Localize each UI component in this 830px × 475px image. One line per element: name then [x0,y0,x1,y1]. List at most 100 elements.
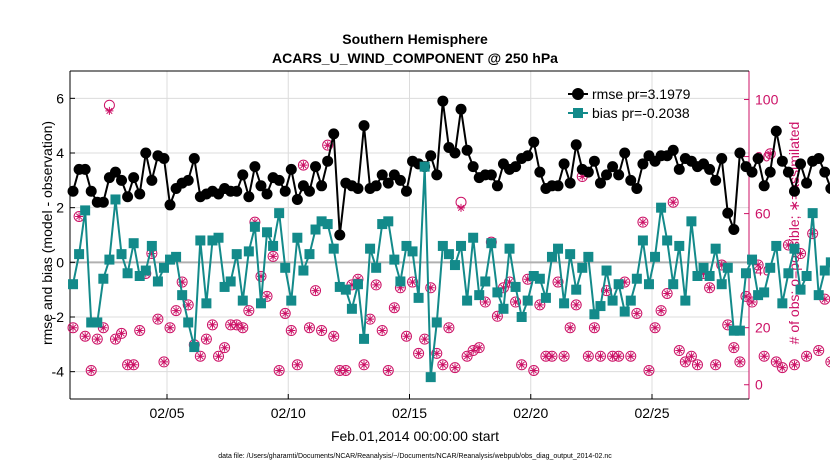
bias-point [692,271,703,281]
rmse-point [243,191,255,203]
obs-assimilated-point [651,323,659,332]
rmse-point [67,185,79,197]
obs-possible-point [116,327,128,339]
rmse-point [303,185,315,197]
bias-point [316,216,327,227]
obs-possible-point [770,356,782,368]
bias-point [352,279,363,290]
rmse-point [734,147,746,159]
bias-point [813,290,824,301]
obs-possible-point [643,364,655,376]
rmse-point [716,152,728,164]
obs-possible-point [667,196,679,208]
rmse-point [394,174,406,186]
bias-point [280,262,291,273]
obs-assimilated-point [760,352,769,361]
obs-assimilated-point [220,343,229,352]
obs-possible-point [219,342,231,354]
bias-point [437,240,448,251]
obs-possible-point [691,359,703,371]
bias-point [765,262,776,273]
obs-possible-point [310,285,322,297]
bias-point [104,254,115,265]
obs-assimilated-point [323,141,332,150]
obs-assimilated-point [475,343,484,352]
obs-assimilated-point [275,366,284,375]
obs-assimilated-point [699,269,708,278]
obs-possible-point [170,305,182,317]
bias-point [298,265,309,276]
bias-point [789,243,800,254]
bias-point [565,249,576,260]
obs-assimilated-point [244,306,253,315]
bias-point [383,216,394,227]
bias-point [207,235,218,246]
obs-possible-point [528,364,540,376]
bias-point [322,219,333,230]
obs-assimilated-point [232,320,241,329]
bias-point [668,279,679,290]
bias-point [225,276,236,287]
bias-point [92,317,103,328]
bias-point [498,303,509,314]
rmse-point [461,144,473,156]
bias-point [734,325,745,336]
obs-assimilated-point [457,203,465,212]
bias-point [249,221,260,232]
rmse-point [140,147,152,159]
obs-possible-point [182,299,194,311]
bias-point [425,372,436,383]
obs-possible-point [758,350,770,362]
obs-assimilated-point [735,357,744,366]
rmse-point [528,136,540,148]
obs-possible-point [328,330,340,342]
rmse-point [613,169,625,181]
obs-assimilated-point [341,366,350,375]
rmse-point [619,147,631,159]
rmse-point [370,180,382,192]
bias-point [601,265,612,276]
obs-assimilated-point [729,343,738,352]
bias-point [534,273,545,284]
obs-possible-point [152,313,164,325]
bias-point [134,271,145,281]
obs-assimilated-point [602,286,611,295]
obs-assimilated-point [105,106,114,115]
y-axis-label-left: rmse and bias (model - observation) [39,121,55,345]
bias-point [365,243,376,254]
obs-assimilated-point [69,323,77,332]
obs-assimilated-point [172,306,181,315]
rmse-point [134,188,146,200]
obs-possible-point [413,347,425,359]
obs-assimilated-point [293,360,302,369]
y-axis-label-right: # of obs: o=possible; ∗=assimilated [786,122,802,345]
obs-possible-point [297,159,309,171]
bias-point [656,202,667,213]
legend-bias-marker [573,108,583,118]
obs-possible-point [243,305,255,317]
rmse-point [237,169,249,181]
obs-possible-point [594,350,606,362]
bias-point [589,309,600,320]
obs-assimilated-point [360,360,368,369]
rmse-point [782,166,794,178]
bias-point [292,232,303,243]
obs-possible-point [807,228,819,240]
x-tick-label: 02/20 [513,405,548,421]
obs-possible-point [431,347,443,359]
obs-assimilated-point [814,346,823,355]
bias-point [116,249,127,260]
bias-point [801,271,812,281]
bias-point [80,205,91,216]
rmse-point [625,174,637,186]
bias-point [674,240,685,251]
bias-point [819,265,830,276]
obs-possible-point [237,322,249,334]
bias-point [158,262,169,273]
obs-assimilated-point [463,352,472,361]
rmse-point [582,166,594,178]
obs-assimilated-point [535,300,544,309]
rmse-point [182,174,194,186]
bias-point [510,281,521,292]
